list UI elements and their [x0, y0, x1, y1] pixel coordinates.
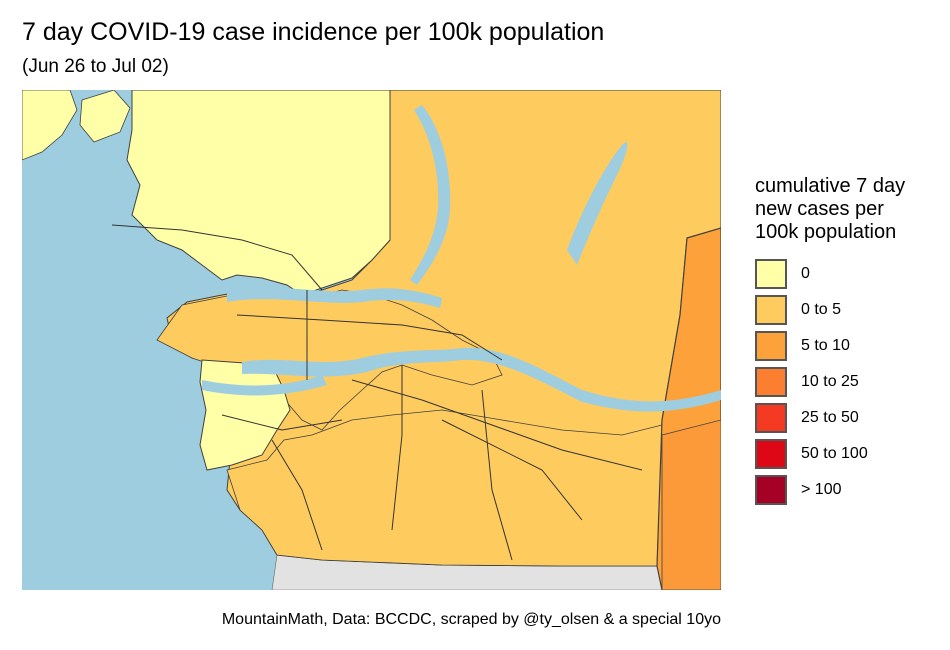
region-island-0: [22, 90, 78, 161]
legend-swatch: [755, 295, 787, 325]
legend-label: 50 to 100: [801, 445, 868, 462]
map-caption: MountainMath, Data: BCCDC, scraped by @t…: [221, 611, 721, 628]
legend-label: > 100: [801, 481, 842, 498]
legend-item: > 100: [755, 472, 945, 508]
indian-arm: [410, 105, 451, 285]
region-northshore-0: [126, 90, 391, 296]
legend-swatch: [755, 259, 787, 289]
legend-item: 5 to 10: [755, 328, 945, 364]
legend-title-line: new cases per: [755, 198, 884, 220]
fraser-river-arm: [202, 375, 327, 396]
pitt-lake: [567, 142, 628, 265]
map-title: 7 day COVID-19 case incidence per 100k p…: [22, 18, 605, 46]
region-delta-0to5: [226, 409, 663, 567]
fraser-river: [242, 347, 721, 412]
legend-item: 50 to 100: [755, 436, 945, 472]
legend-label: 25 to 50: [801, 409, 859, 426]
legend-swatch: [755, 331, 787, 361]
legend-swatch: [755, 475, 787, 505]
road-lines: [111, 224, 643, 561]
legend-item: 0: [755, 256, 945, 292]
burrard-inlet: [227, 287, 442, 308]
legend-label: 5 to 10: [801, 337, 850, 354]
legend-item: 0 to 5: [755, 292, 945, 328]
legend-title-line: 100k population: [755, 221, 897, 243]
legend-title: cumulative 7 day new cases per 100k popu…: [755, 175, 945, 244]
legend: cumulative 7 day new cases per 100k popu…: [755, 175, 945, 508]
legend-label: 0 to 5: [801, 301, 842, 318]
choropleth-map: [22, 90, 721, 590]
legend-label: 0: [801, 265, 810, 282]
region-small-island-0: [79, 90, 131, 143]
region-southeast-10to25: [661, 419, 721, 590]
legend-item: 10 to 25: [755, 364, 945, 400]
legend-swatch: [755, 439, 787, 469]
legend-swatch: [755, 403, 787, 433]
map-subtitle: (Jun 26 to Jul 02): [22, 56, 169, 77]
legend-items: 0 0 to 5 5 to 10 10 to 25 25 to 50 50 to…: [755, 256, 945, 508]
legend-swatch: [755, 367, 787, 397]
legend-label: 10 to 25: [801, 373, 859, 390]
legend-title-line: cumulative 7 day: [755, 175, 906, 197]
legend-item: 25 to 50: [755, 400, 945, 436]
